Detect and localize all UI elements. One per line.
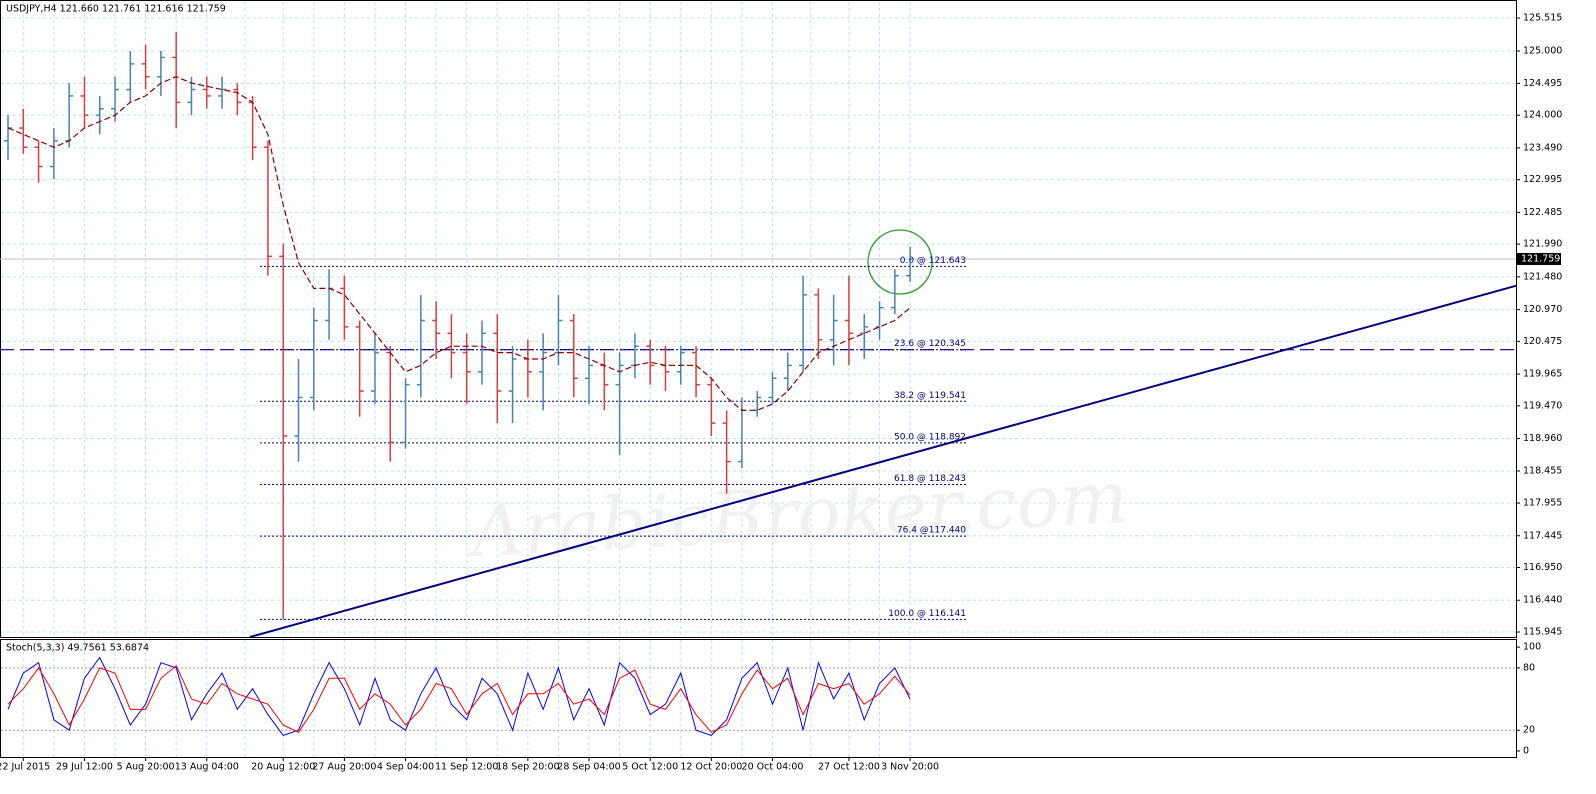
y-tick-label: 121.990 — [1523, 239, 1562, 250]
y-tick-label: 125.515 — [1523, 12, 1562, 23]
fibo-label: 38.2 @ 119.541 — [894, 391, 966, 401]
x-tick-label: 20 Oct 04:00 — [742, 762, 804, 773]
stoch-line — [7, 656, 911, 736]
x-tick-label: 5 Oct 12:00 — [622, 762, 678, 773]
last-price-box — [1517, 252, 1561, 265]
y-tick-label: 117.955 — [1523, 498, 1562, 509]
y-tick-label: 118.455 — [1523, 465, 1562, 476]
x-tick-label: 12 Oct 20:00 — [680, 762, 742, 773]
y-tick-label: 123.490 — [1523, 142, 1562, 153]
fibo-label: 50.0 @ 118.892 — [894, 432, 966, 442]
y-tick-label: 80 — [1523, 662, 1535, 673]
y-tick-label: 119.470 — [1523, 400, 1562, 411]
fibo-label: 61.8 @ 118.243 — [894, 474, 966, 484]
y-tick-label: 121.480 — [1523, 271, 1562, 282]
stoch-title: Stoch(5,3,3) 49.7561 53.6874 — [6, 643, 149, 654]
fibo-label: 100.0 @ 116.141 — [888, 609, 966, 619]
chart-title: USDJPY,H4 121.660 121.761 121.616 121.75… — [6, 4, 226, 15]
x-tick-label: 22 Jul 2015 — [0, 762, 50, 773]
x-tick-label: 13 Aug 04:00 — [175, 762, 239, 773]
y-tick-label: 124.000 — [1523, 110, 1562, 121]
fibo-label: 76.4 @117.440 — [897, 526, 966, 536]
x-tick-label: 5 Aug 20:00 — [117, 762, 175, 773]
y-tick-label: 100 — [1523, 642, 1541, 653]
last-price-label: 121.759 — [1521, 253, 1560, 264]
moving-average — [7, 76, 911, 411]
fibo-label: 0.0 @ 121.643 — [900, 256, 966, 266]
x-tick-label: 11 Sep 12:00 — [435, 762, 498, 773]
y-tick-label: 122.485 — [1523, 207, 1562, 218]
stoch-line — [7, 665, 911, 733]
stoch-panel — [0, 639, 1517, 758]
y-tick-label: 119.965 — [1523, 369, 1562, 380]
x-tick-label: 4 Sep 04:00 — [377, 762, 434, 773]
y-tick-label: 118.960 — [1523, 433, 1562, 444]
y-tick-label: 20 — [1523, 725, 1535, 736]
y-tick-label: 120.475 — [1523, 336, 1562, 347]
x-tick-label: 29 Jul 12:00 — [56, 762, 113, 773]
y-tick-label: 0 — [1523, 745, 1529, 756]
x-tick-label: 3 Nov 20:00 — [881, 762, 939, 773]
y-tick-label: 116.950 — [1523, 562, 1562, 573]
x-tick-label: 27 Oct 12:00 — [818, 762, 880, 773]
y-tick-label: 116.440 — [1523, 595, 1562, 606]
x-tick-label: 28 Sep 04:00 — [557, 762, 620, 773]
x-tick-label: 27 Aug 20:00 — [312, 762, 376, 773]
trendline — [249, 284, 1516, 637]
y-tick-label: 120.970 — [1523, 304, 1562, 315]
highlight-circle — [867, 229, 933, 295]
x-tick-label: 18 Sep 20:00 — [496, 762, 559, 773]
y-tick-label: 115.945 — [1523, 626, 1562, 637]
y-tick-label: 122.995 — [1523, 174, 1562, 185]
y-tick-label: 117.445 — [1523, 530, 1562, 541]
fibo-label: 23.6 @ 120.345 — [894, 339, 966, 349]
x-tick-label: 20 Aug 12:00 — [251, 762, 315, 773]
y-tick-label: 124.495 — [1523, 78, 1562, 89]
y-tick-label: 125.000 — [1523, 46, 1562, 57]
